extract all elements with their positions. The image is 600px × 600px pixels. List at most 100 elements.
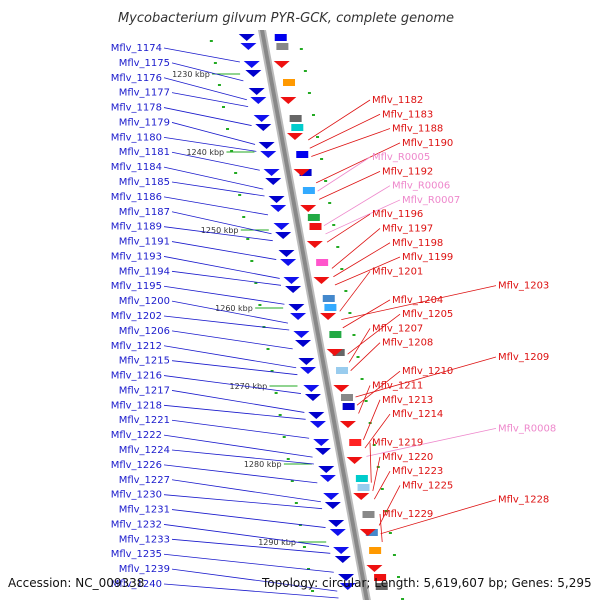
gene-glyph [240, 43, 257, 50]
tick-mark [266, 348, 270, 350]
leader-line-left [171, 538, 331, 554]
gene-label-left: Mflv_1187 [119, 207, 170, 218]
gene-label-right: Mflv_1204 [392, 295, 443, 306]
gene-label-right: Mflv_1188 [392, 124, 443, 135]
gene-glyph [273, 223, 290, 230]
gene-glyph [258, 142, 275, 149]
leader-line-right [315, 142, 401, 184]
gene-glyph [319, 475, 336, 482]
tick-mark [311, 590, 315, 592]
tick-mark [364, 400, 368, 402]
gene-label-left: Mflv_1212 [111, 341, 162, 352]
tick-mark [320, 158, 324, 160]
tick-mark [278, 414, 282, 416]
gene-glyph [250, 97, 267, 104]
gene-label-right: Mflv_1211 [372, 381, 423, 392]
tick-layer [209, 40, 405, 600]
gene-glyph [295, 340, 312, 347]
kbp-mark: 1290 kbp [258, 538, 296, 547]
gene-label-left: Mflv_1231 [119, 505, 170, 516]
gene-glyph [280, 259, 297, 266]
gene-label-right: Mflv_1198 [392, 238, 443, 249]
leader-line-left [171, 509, 326, 528]
leader-line-right [334, 256, 401, 286]
gene-glyph [320, 313, 337, 320]
gene-glyph [298, 358, 315, 365]
gene-label-right: Mflv_R0006 [392, 181, 450, 192]
tick-mark [344, 290, 348, 292]
gene-glyph [238, 34, 255, 41]
gene-label-right: Mflv_1213 [382, 395, 433, 406]
gene-label-left: Mflv_1224 [119, 445, 170, 456]
gene-label-right: Mflv_1201 [372, 266, 423, 277]
tick-mark [242, 216, 246, 218]
gene-label-right: Mflv_1203 [498, 281, 549, 292]
gene-label-left: Mflv_1180 [111, 132, 162, 143]
leader-line-right [347, 313, 401, 355]
gene-glyph [293, 169, 310, 176]
leader-line-right [342, 299, 391, 329]
gene-glyph [307, 214, 320, 221]
gene-label-right: Mflv_1209 [498, 352, 549, 363]
leader-line-right [350, 342, 381, 371]
leader-line-right [372, 456, 381, 491]
leader-line-left [163, 434, 313, 458]
gene-glyph [338, 574, 355, 581]
gene-glyph [375, 583, 388, 590]
gene-label-left: Mflv_1176 [111, 73, 162, 84]
gene-label-left: Mflv_1216 [111, 371, 162, 382]
gene-glyph [283, 79, 296, 86]
gene-label-left: Mflv_1227 [119, 475, 170, 486]
leader-line-right [323, 185, 391, 226]
gene-glyph [265, 178, 282, 185]
tick-mark [230, 150, 234, 152]
genome-summary-text: Topology: circular; Length: 5,619,607 bp… [261, 576, 592, 590]
tick-mark [286, 458, 290, 460]
gene-glyph [274, 34, 287, 41]
gene-glyph [280, 97, 297, 104]
gene-label-right: Mflv_1205 [402, 309, 453, 320]
tick-mark [209, 40, 213, 42]
gene-glyph [309, 421, 326, 428]
leader-line-left [163, 47, 240, 63]
leader-line-right [373, 470, 391, 500]
gene-label-left: Mflv_1222 [111, 430, 162, 441]
leader-line-left [163, 315, 290, 331]
gene-glyph [324, 304, 337, 311]
leader-line-left [171, 270, 282, 286]
gene-label-left: Mflv_1195 [111, 281, 162, 292]
gene-label-right: Mflv_1182 [372, 95, 423, 106]
leader-line-left [171, 211, 272, 235]
accession-text: Accession: NC_009338 [8, 576, 144, 590]
gene-label-left: Mflv_1181 [119, 147, 170, 158]
leader-line-left [171, 241, 277, 260]
gene-label-left: Mflv_1179 [119, 117, 170, 128]
tick-mark [340, 268, 344, 270]
tick-mark [324, 180, 328, 182]
tick-mark [282, 436, 286, 438]
leader-line-left [163, 166, 264, 190]
tick-mark [250, 260, 254, 262]
kbp-mark: 1280 kbp [244, 460, 282, 469]
gene-label-left: Mflv_1189 [111, 222, 162, 233]
leader-line-right [333, 242, 391, 278]
gene-glyph [342, 403, 355, 410]
gene-glyph [243, 61, 260, 68]
gene-glyph [309, 223, 322, 230]
gene-label-left: Mflv_1206 [119, 326, 170, 337]
leader-line-right [358, 385, 371, 414]
tick-mark [294, 502, 298, 504]
tick-mark [221, 106, 225, 108]
gene-glyph [318, 466, 335, 473]
gene-glyph [316, 259, 329, 266]
backbone-layer [258, 30, 371, 600]
gene-label-right: Mflv_1208 [382, 338, 433, 349]
leader-line-left [163, 285, 285, 305]
kbp-mark: 1260 kbp [215, 304, 253, 313]
gene-label-left: Mflv_1186 [111, 192, 162, 203]
gene-glyph [366, 565, 383, 572]
leader-line-left [171, 151, 260, 171]
gene-glyph [268, 196, 285, 203]
gene-label-left: Mflv_1177 [119, 88, 170, 99]
